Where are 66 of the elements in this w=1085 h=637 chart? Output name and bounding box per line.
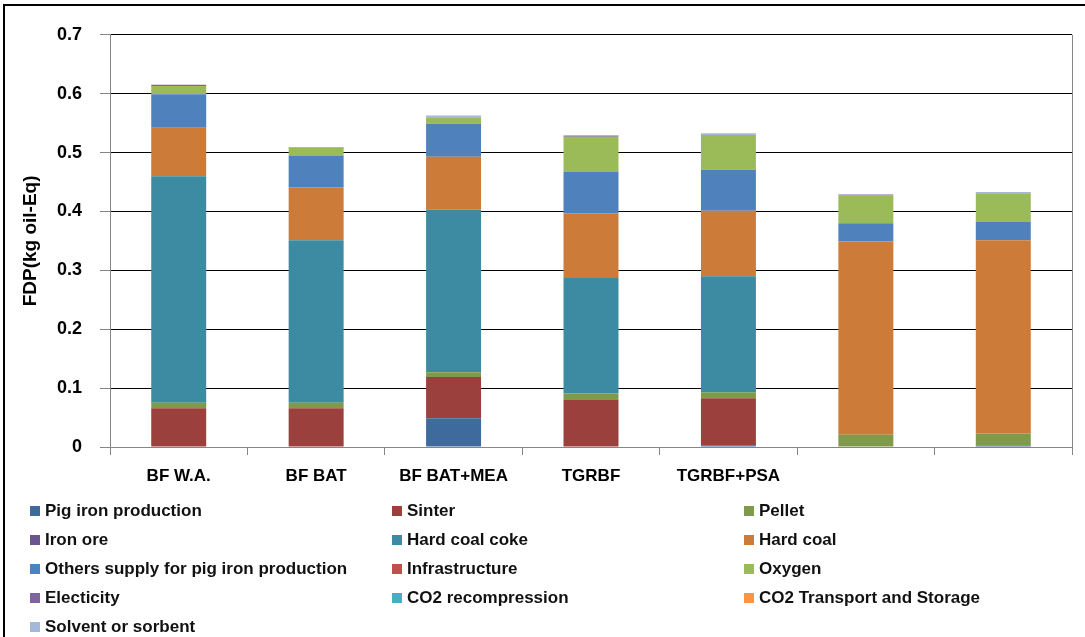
bar [426,209,482,373]
x-tick-label: BF W.A. [146,465,211,485]
x-tick-label: BF BAT [285,465,348,485]
legend-label: CO2 Transport and Storage [759,587,981,608]
bar [151,402,207,409]
y-tick-label: 0.6 [56,82,82,103]
bar [700,276,756,393]
bar [563,213,619,278]
legend-label: Hard coal coke [407,529,528,550]
bar [426,123,482,157]
x-tick-label: BF BAT+MEA [399,465,508,485]
bar [151,408,207,447]
legend-label: Infrastructure [407,558,518,579]
bar [288,408,344,447]
bar [700,169,756,211]
bar [563,136,619,172]
x-tick-label: TGRBF+PSA [676,465,781,485]
bar [700,392,756,399]
legend-label: Sinter [407,500,456,521]
bar [426,117,482,124]
bar [838,434,894,447]
bar [563,278,619,394]
legend-label: Electicity [45,587,120,608]
legend-label: Solvent or sorbent [45,616,196,637]
bar [151,127,207,177]
bar [975,193,1031,223]
y-tick-label: 0.7 [56,23,82,44]
y-tick-label: 0.1 [56,377,82,398]
bar [700,134,756,170]
bar [151,176,207,403]
bar [288,187,344,241]
bar [288,240,344,403]
bar [426,372,482,377]
y-tick-label: 0.5 [56,141,82,162]
bar [838,195,894,224]
bar [288,155,344,188]
legend-label: Pellet [759,500,805,521]
legend-label: Iron ore [45,529,109,550]
legend-label: Others supply for pig iron production [45,558,348,579]
legend-label: Oxygen [759,558,822,579]
legend-label: Hard coal [759,529,837,550]
bar [563,399,619,447]
bar [288,402,344,409]
bar [563,393,619,400]
bar [151,94,207,128]
y-tick-label: 0.4 [56,200,82,221]
bar [838,223,894,242]
y-tick-label: 0 [71,435,82,456]
bar [426,376,482,419]
bar [700,210,756,277]
bar [426,156,482,210]
bar [426,418,482,447]
bar [975,433,1031,446]
bar [563,171,619,214]
bar [838,241,894,435]
y-tick-label: 0.2 [56,318,82,339]
y-axis-title: FDP(kg oil-Eq) [18,175,40,307]
legend-label: Pig iron production [45,500,202,521]
legend-label: CO2 recompression [407,587,569,608]
bar [288,147,344,156]
bar [151,86,207,95]
bar [975,222,1031,241]
x-tick-label: TGRBF [561,465,621,485]
y-tick-label: 0.3 [56,259,82,280]
bar [975,240,1031,434]
bar [700,398,756,446]
